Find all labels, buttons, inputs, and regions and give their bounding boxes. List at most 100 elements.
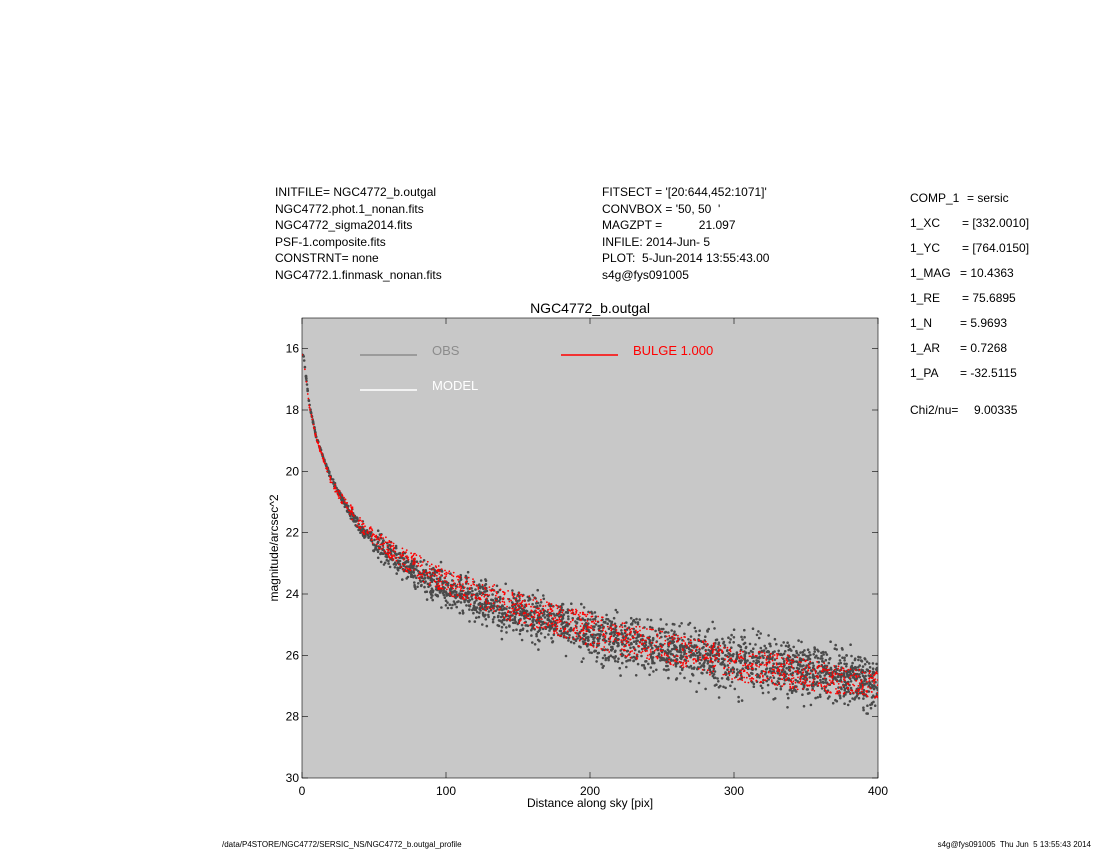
obs-point (603, 654, 607, 657)
obs-point (523, 617, 526, 620)
bulge-point (551, 610, 554, 612)
bulge-point (685, 646, 688, 649)
obs-point (819, 678, 822, 682)
bulge-point (816, 661, 818, 663)
obs-point (700, 658, 703, 662)
bulge-point (389, 551, 391, 554)
bulge-point (727, 660, 729, 663)
obs-point (825, 671, 828, 675)
obs-point (648, 673, 651, 677)
obs-point (497, 614, 500, 618)
bulge-point (852, 674, 855, 676)
obs-point (388, 565, 392, 569)
bulge-point (655, 655, 658, 658)
bulge-point (682, 666, 685, 669)
bulge-point (492, 607, 494, 610)
bulge-point (520, 605, 523, 608)
bulge-point (661, 630, 663, 633)
bulge-point (653, 644, 656, 647)
bulge-point (737, 678, 739, 681)
bulge-point (388, 555, 390, 557)
bulge-point (408, 568, 411, 570)
obs-point (660, 658, 664, 662)
bulge-point (685, 665, 687, 668)
bulge-point (495, 599, 497, 602)
bulge-point (566, 630, 569, 633)
bulge-point (521, 601, 523, 604)
bulge-point (512, 609, 515, 612)
bulge-point (804, 660, 807, 663)
bulge-point (456, 575, 458, 578)
obs-point (590, 610, 593, 614)
bulge-point (746, 671, 748, 674)
bulge-point (741, 679, 744, 682)
bulge-point (426, 574, 429, 577)
bulge-point (312, 423, 315, 426)
bulge-point (719, 644, 722, 647)
bulge-point (452, 571, 455, 574)
obs-point (404, 560, 407, 564)
bulge-point (761, 651, 763, 654)
bulge-point (828, 675, 831, 678)
bulge-point (600, 624, 603, 626)
obs-point (466, 587, 470, 590)
bulge-point (788, 663, 790, 666)
bulge-point (685, 657, 688, 659)
obs-point (722, 685, 725, 689)
obs-point (491, 598, 494, 602)
bulge-point (860, 680, 863, 683)
obs-point (838, 659, 842, 662)
obs-point (824, 651, 827, 654)
obs-point (759, 646, 763, 650)
obs-point (397, 560, 400, 564)
obs-point (761, 681, 765, 684)
bulge-point (558, 621, 561, 623)
bulge-point (386, 548, 388, 551)
obs-point (621, 633, 624, 636)
bulge-point (540, 626, 543, 629)
bulge-point (780, 678, 783, 680)
obs-point (805, 654, 808, 658)
bulge-point (564, 627, 566, 630)
bulge-point (590, 625, 593, 627)
obs-point (757, 636, 761, 640)
obs-point (625, 665, 628, 669)
obs-point (823, 674, 826, 677)
obs-point (311, 419, 315, 423)
bulge-point (361, 520, 363, 523)
obs-point (816, 656, 820, 660)
obs-point (649, 644, 653, 647)
obs-point (593, 625, 596, 628)
bulge-point (682, 664, 684, 666)
obs-point (543, 616, 547, 619)
bulge-point (643, 635, 645, 638)
obs-point (869, 706, 873, 710)
obs-point (460, 592, 464, 596)
bulge-point (688, 645, 691, 647)
bulge-point (802, 688, 805, 690)
bulge-point (775, 662, 778, 664)
obs-point (618, 666, 621, 670)
bulge-point (802, 681, 805, 684)
bulge-point (750, 679, 753, 682)
obs-point (742, 642, 746, 646)
obs-point (755, 661, 759, 665)
obs-point (802, 684, 806, 687)
obs-point (650, 646, 654, 650)
obs-point (799, 651, 802, 654)
bulge-point (458, 586, 461, 588)
obs-point (823, 664, 827, 668)
bulge-point (524, 600, 526, 602)
obs-point (842, 672, 846, 675)
bulge-point (487, 602, 490, 605)
bulge-point (747, 673, 750, 676)
bulge-point (382, 537, 385, 539)
obs-point (809, 669, 813, 672)
bulge-point (790, 665, 793, 667)
bulge-point (362, 522, 365, 525)
bulge-point (704, 640, 707, 643)
bulge-point (438, 588, 440, 591)
bulge-point (472, 578, 474, 580)
obs-point (829, 666, 833, 670)
obs-point (658, 631, 662, 635)
